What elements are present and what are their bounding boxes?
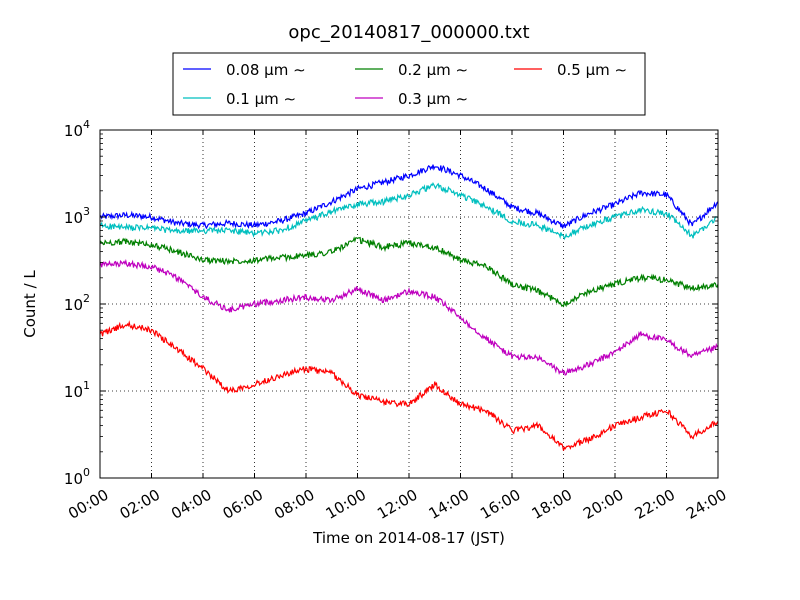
y-tick-label: 103 xyxy=(64,205,90,227)
grid xyxy=(100,130,718,478)
series-line xyxy=(99,181,719,241)
y-tick-label: 100 xyxy=(64,466,90,488)
y-axis-label: Count / L xyxy=(21,270,39,338)
chart-title: opc_20140817_000000.txt xyxy=(288,22,529,43)
legend-label: 0.3 μm ∼ xyxy=(398,90,468,108)
legend-label: 0.5 μm ∼ xyxy=(557,61,627,79)
ticks xyxy=(99,129,719,479)
y-tick-label: 104 xyxy=(64,118,90,140)
legend-label: 0.1 μm ∼ xyxy=(226,90,296,108)
series-line xyxy=(99,258,719,376)
series-line xyxy=(99,320,719,451)
legend-label: 0.08 μm ∼ xyxy=(226,61,306,79)
series-line xyxy=(99,236,719,308)
series-line xyxy=(99,164,719,230)
legend: 0.08 μm ∼ 0.1 μm ∼ 0.2 μm ∼ 0.3 μm ∼ 0.5 μm … xyxy=(172,52,646,116)
y-tick-label: 102 xyxy=(64,292,90,314)
y-tick-labels: 100 101 102 103 104 xyxy=(64,118,90,488)
y-tick-label: 101 xyxy=(64,379,90,401)
series-group xyxy=(99,164,719,451)
x-axis-label: Time on 2014-08-17 (JST) xyxy=(312,529,505,547)
legend-label: 0.2 μm ∼ xyxy=(398,61,468,79)
legend-box xyxy=(172,52,646,116)
